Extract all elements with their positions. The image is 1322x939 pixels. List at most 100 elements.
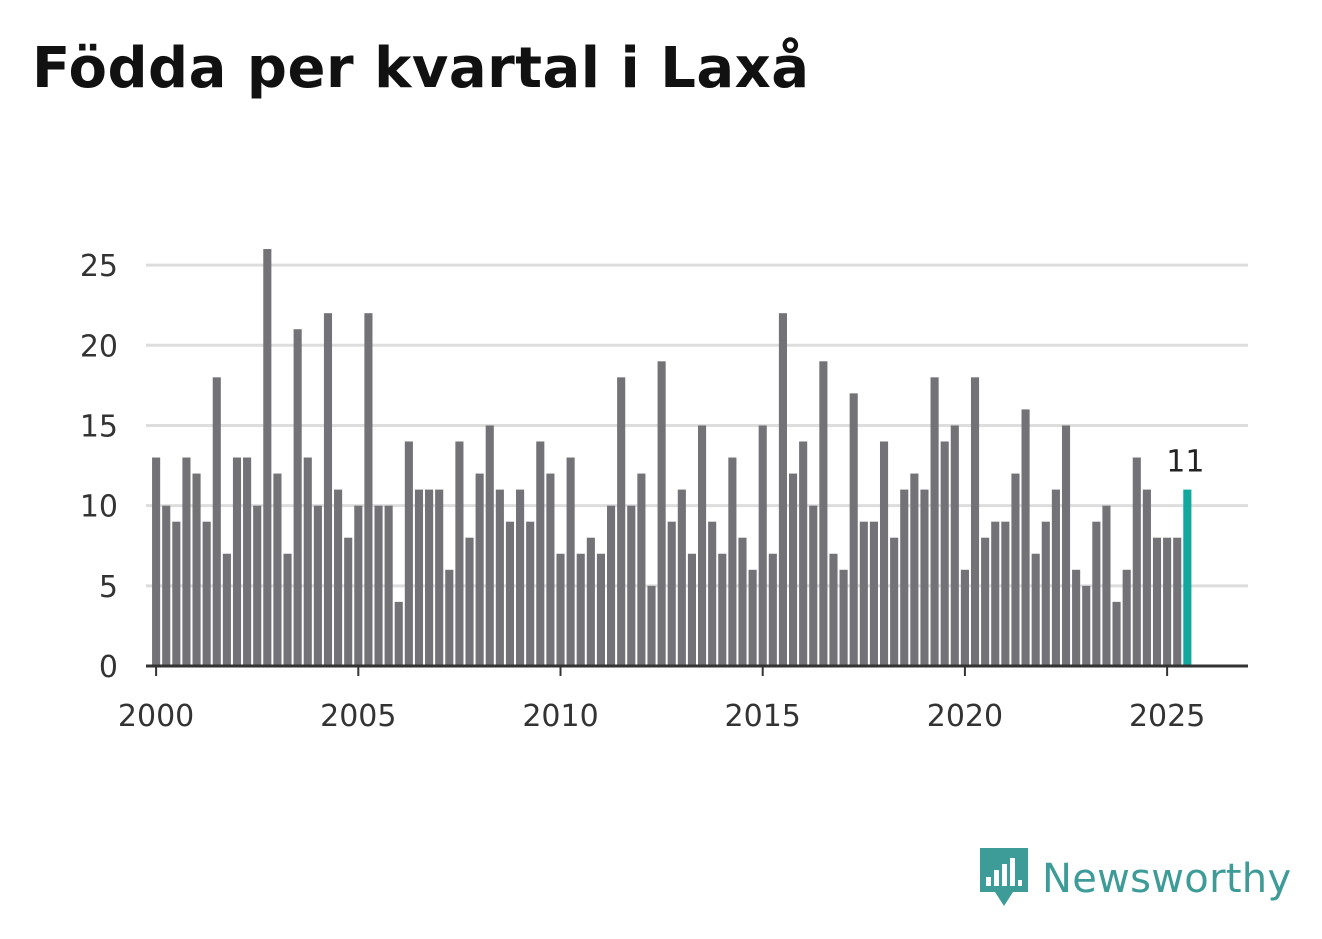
- bar: [940, 441, 949, 666]
- bar: [1011, 473, 1020, 666]
- bar: [273, 473, 282, 666]
- x-tick-label: 2020: [927, 699, 1003, 734]
- bar: [445, 569, 454, 666]
- bar: [364, 313, 373, 666]
- bar: [313, 505, 322, 666]
- bar: [657, 361, 666, 666]
- bar: [384, 505, 393, 666]
- bar: [596, 553, 606, 666]
- bar: [1092, 521, 1101, 666]
- bar: [1021, 409, 1030, 666]
- bar: [485, 425, 494, 666]
- bar: [1152, 537, 1162, 666]
- bar: [354, 505, 363, 666]
- bar: [495, 489, 504, 666]
- bar: [970, 377, 980, 666]
- bar: [1173, 537, 1182, 666]
- bar: [728, 457, 737, 666]
- bar: [1082, 585, 1091, 666]
- bar: [950, 425, 959, 666]
- bar: [1122, 569, 1131, 666]
- bar: [263, 249, 272, 667]
- value-label: 11: [1166, 445, 1204, 480]
- bar: [303, 457, 312, 666]
- annotations: 11: [1166, 445, 1204, 480]
- bar: [526, 521, 535, 666]
- bar: [819, 361, 828, 666]
- bar: [323, 313, 333, 666]
- bar: [1142, 489, 1151, 666]
- bar: [414, 489, 424, 666]
- bar: [344, 537, 353, 666]
- bar: [293, 329, 302, 666]
- bar: [900, 489, 909, 666]
- y-tick-labels: 0 5 10 15 20 25: [80, 249, 118, 685]
- bar: [475, 473, 484, 666]
- bar: [920, 489, 929, 666]
- y-tick-label: 25: [80, 249, 118, 284]
- bar: [586, 537, 595, 666]
- bars: [152, 249, 1192, 667]
- bar: [1001, 521, 1010, 666]
- y-tick-label: 15: [80, 409, 118, 444]
- y-tick-label: 20: [80, 329, 118, 364]
- bar: [1061, 425, 1071, 666]
- bar: [607, 505, 616, 666]
- y-tick-label: 5: [99, 570, 118, 605]
- brand-name: Newsworthy: [1042, 856, 1292, 902]
- bar: [516, 489, 525, 666]
- bar: [394, 601, 403, 666]
- bar: [617, 377, 626, 666]
- bar: [192, 473, 201, 666]
- bar: [253, 505, 262, 666]
- bar: [455, 441, 464, 666]
- bar: [404, 441, 413, 666]
- bar: [890, 537, 899, 666]
- bar: [374, 505, 383, 666]
- bar: [788, 473, 798, 666]
- bar: [576, 553, 585, 666]
- bar: [809, 505, 818, 666]
- bar: [677, 489, 686, 666]
- bar: [334, 489, 343, 666]
- bar: [849, 393, 858, 666]
- bar: [1072, 569, 1081, 666]
- bar: [960, 569, 969, 666]
- bar: [799, 441, 808, 666]
- bar: [243, 457, 252, 666]
- bar: [152, 457, 161, 666]
- bar: [283, 553, 292, 666]
- bar: [425, 489, 434, 666]
- x-tick-label: 2000: [118, 699, 194, 734]
- x-tick-label: 2010: [522, 699, 598, 734]
- bar: [536, 441, 545, 666]
- bar: [1041, 521, 1050, 666]
- bar: [829, 553, 838, 666]
- bar: [869, 521, 878, 666]
- bar: [162, 505, 171, 666]
- bar: [637, 473, 646, 666]
- bar: [708, 521, 717, 666]
- bar: [1102, 505, 1111, 666]
- x-tick-labels: 2000 2005 2010 2015 2020 2025: [118, 699, 1205, 734]
- bar: [748, 569, 757, 666]
- bar: [1132, 457, 1141, 666]
- bar: [768, 553, 777, 666]
- bar: [647, 585, 656, 666]
- bar: [556, 553, 565, 666]
- bar: [505, 521, 515, 666]
- brand: Newsworthy: [980, 848, 1291, 910]
- page-title: Födda per kvartal i Laxå: [32, 36, 810, 101]
- bar: [222, 553, 231, 666]
- bar: [930, 377, 939, 666]
- bar: [202, 521, 211, 666]
- bar-highlight: [1183, 489, 1192, 666]
- bar: [910, 473, 919, 666]
- bar: [546, 473, 555, 666]
- bar: [232, 457, 242, 666]
- bar: [859, 521, 868, 666]
- bar: [627, 505, 636, 666]
- bar: [839, 569, 848, 666]
- bar: [758, 425, 767, 666]
